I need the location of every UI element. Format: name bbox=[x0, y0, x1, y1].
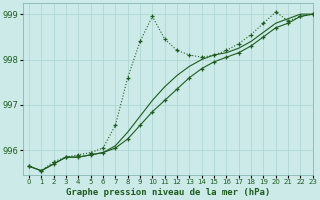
X-axis label: Graphe pression niveau de la mer (hPa): Graphe pression niveau de la mer (hPa) bbox=[66, 188, 270, 197]
